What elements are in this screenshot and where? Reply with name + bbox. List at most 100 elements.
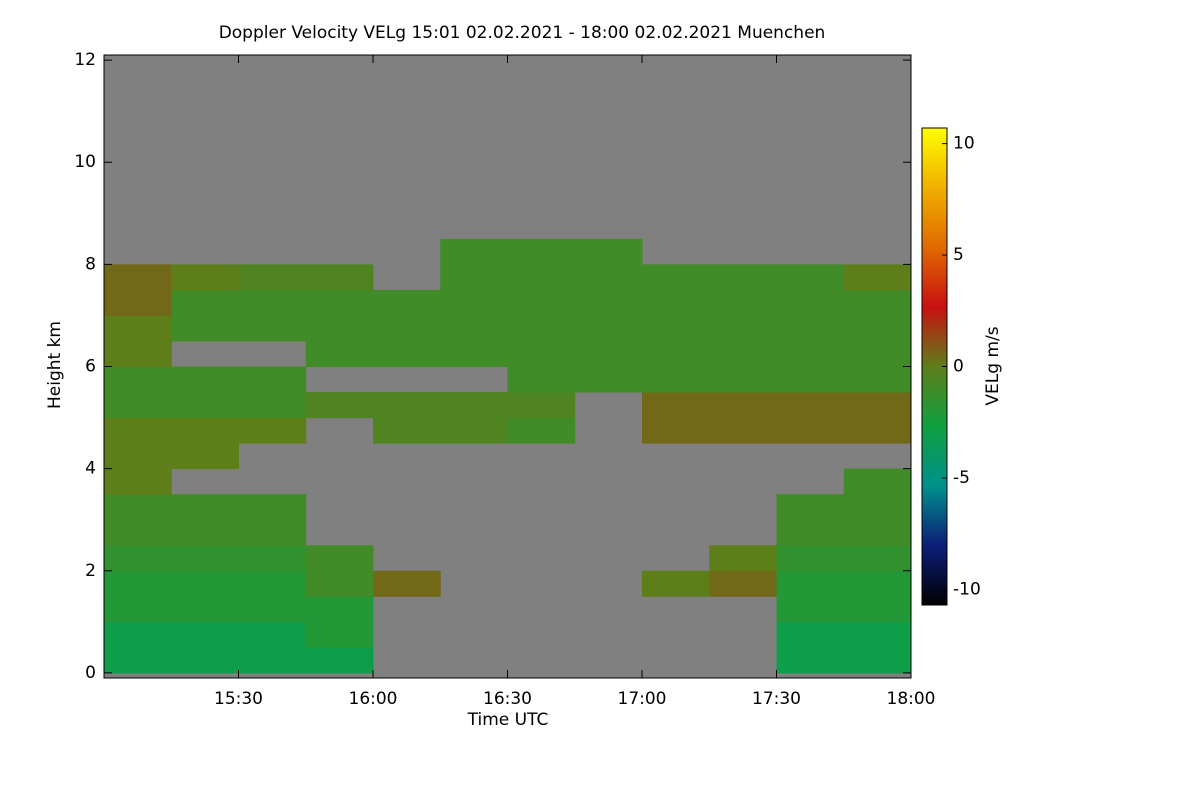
heatmap-cell xyxy=(574,289,643,316)
heatmap-cell xyxy=(843,340,912,367)
heatmap-cell xyxy=(305,621,374,648)
heatmap-cell xyxy=(507,238,576,265)
heatmap-cell xyxy=(776,647,845,674)
heatmap-cell xyxy=(238,596,307,623)
heatmap-cell xyxy=(843,621,912,648)
heatmap-cell xyxy=(574,366,643,393)
heatmap-cell xyxy=(776,417,845,444)
heatmap-cell xyxy=(507,417,576,444)
heatmap-cell xyxy=(238,289,307,316)
heatmap-cell xyxy=(440,340,508,367)
heatmap-cell xyxy=(104,494,172,521)
heatmap-cell xyxy=(709,392,777,419)
heatmap-cell xyxy=(238,621,307,648)
heatmap-cell xyxy=(507,340,576,367)
heatmap-cell xyxy=(440,315,508,342)
colorbar-tick-label: 10 xyxy=(953,134,975,154)
heatmap-cell xyxy=(440,238,508,265)
heatmap-cell xyxy=(171,443,239,470)
heatmap-cell xyxy=(642,264,710,291)
heatmap-cell xyxy=(238,264,307,291)
heatmap-cell xyxy=(373,340,441,367)
x-tick-label: 17:00 xyxy=(618,689,667,709)
heatmap-cell xyxy=(305,340,374,367)
heatmap-cell xyxy=(843,417,912,444)
heatmap-cell xyxy=(507,366,576,393)
heatmap-cell xyxy=(305,264,374,291)
heatmap-cell xyxy=(843,519,912,546)
heatmap-cell xyxy=(238,647,307,674)
heatmap-cell xyxy=(776,289,845,316)
heatmap-cell xyxy=(373,417,441,444)
heatmap-cell xyxy=(776,392,845,419)
heatmap-cell xyxy=(776,494,845,521)
colorbar-tick-label: 5 xyxy=(953,245,964,265)
heatmap-cell xyxy=(373,289,441,316)
heatmap-cell xyxy=(776,340,845,367)
heatmap-cell xyxy=(238,519,307,546)
heatmap-cell xyxy=(709,289,777,316)
x-tick-label: 18:00 xyxy=(887,689,936,709)
heatmap-cell xyxy=(843,366,912,393)
chart-title: Doppler Velocity VELg 15:01 02.02.2021 -… xyxy=(219,23,826,43)
heatmap-cell xyxy=(843,596,912,623)
heatmap-cell xyxy=(104,570,172,597)
heatmap-cell xyxy=(843,315,912,342)
heatmap-cell xyxy=(238,392,307,419)
x-tick-label: 15:30 xyxy=(214,689,263,709)
y-tick-label: 4 xyxy=(85,459,96,479)
heatmap-cell xyxy=(373,315,441,342)
heatmap-cell xyxy=(709,340,777,367)
heatmap-cell xyxy=(238,315,307,342)
heatmap-cell xyxy=(171,519,239,546)
colorbar-tick-label: -10 xyxy=(953,579,981,599)
heatmap-cell xyxy=(843,392,912,419)
heatmap-cell xyxy=(171,315,239,342)
heatmap-cell xyxy=(171,417,239,444)
x-tick-label: 16:30 xyxy=(483,689,532,709)
heatmap-cell xyxy=(104,621,172,648)
heatmap-cell xyxy=(171,494,239,521)
heatmap-cell xyxy=(171,570,239,597)
heatmap-cell xyxy=(104,289,172,316)
heatmap-cell xyxy=(305,596,374,623)
heatmap-cell xyxy=(305,289,374,316)
heatmap-cell xyxy=(507,315,576,342)
heatmap-cell xyxy=(104,545,172,572)
heatmap-cell xyxy=(574,340,643,367)
heatmap-cell xyxy=(104,519,172,546)
heatmap-cell xyxy=(440,392,508,419)
heatmap-cell xyxy=(709,545,777,572)
heatmap-cell xyxy=(104,417,172,444)
heatmap-cell xyxy=(104,340,172,367)
heatmap-cell xyxy=(843,545,912,572)
heatmap-cell xyxy=(776,545,845,572)
heatmap-cell xyxy=(507,289,576,316)
heatmap-cell xyxy=(238,417,307,444)
heatmap-cell xyxy=(642,417,710,444)
y-tick-label: 12 xyxy=(74,50,96,70)
heatmap-cell xyxy=(104,468,172,495)
y-tick-label: 0 xyxy=(85,663,96,683)
heatmap-cell xyxy=(238,545,307,572)
heatmap-cell xyxy=(507,264,576,291)
heatmap-cell xyxy=(104,647,172,674)
heatmap-cell xyxy=(776,264,845,291)
y-tick-label: 6 xyxy=(85,357,96,377)
heatmap-cell xyxy=(574,238,643,265)
x-tick-label: 17:30 xyxy=(752,689,801,709)
y-tick-label: 2 xyxy=(85,561,96,581)
heatmap-cell xyxy=(709,570,777,597)
heatmap-cell xyxy=(305,392,374,419)
heatmap-cell xyxy=(171,366,239,393)
heatmap-cell xyxy=(171,621,239,648)
heatmap-cell xyxy=(104,315,172,342)
heatmap-cell xyxy=(171,545,239,572)
heatmap-cell xyxy=(776,519,845,546)
colorbar-tick-label: -5 xyxy=(953,468,970,488)
heatmap-cell xyxy=(238,494,307,521)
heatmap-cell xyxy=(305,570,374,597)
heatmap-cell xyxy=(104,264,172,291)
heatmap-cell xyxy=(238,366,307,393)
